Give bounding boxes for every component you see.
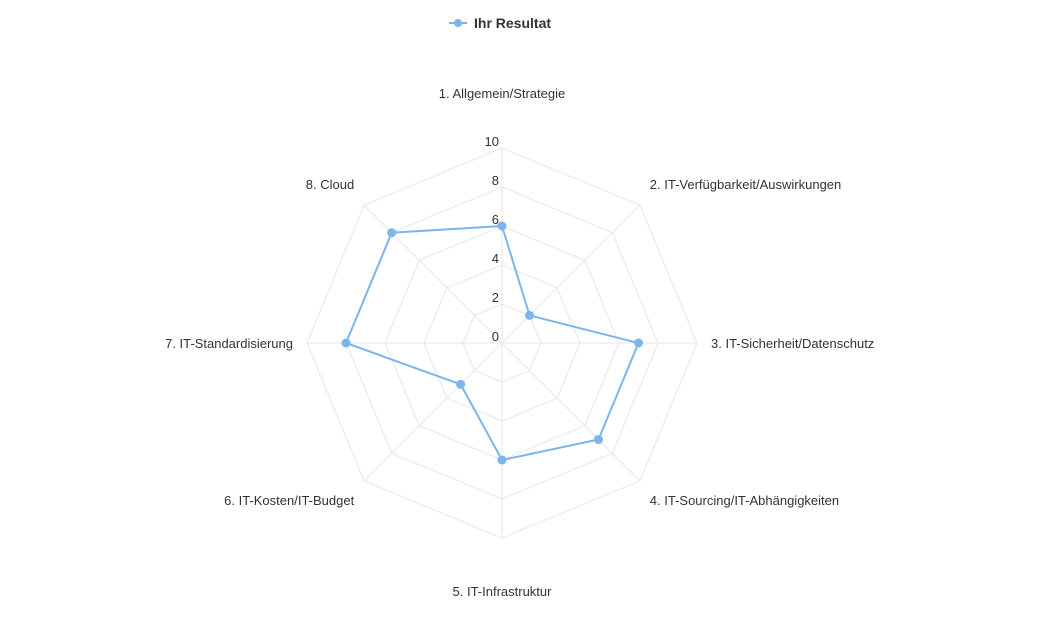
spoke-4 (501, 342, 641, 482)
radial-tick-label: 2 (492, 290, 499, 305)
category-label-7: 7. IT-Standardisierung (165, 336, 293, 351)
category-labels: 1. Allgemein/Strategie 2. IT-Verfügbarkei… (165, 86, 874, 599)
legend[interactable]: Ihr Resultat (449, 15, 551, 31)
spoke-2 (501, 204, 641, 344)
radial-tick-label: 0 (492, 329, 499, 344)
category-label-1: 1. Allgemein/Strategie (439, 86, 565, 101)
data-point-4[interactable] (594, 435, 604, 445)
spoke-6 (363, 342, 503, 482)
legend-point-marker (454, 19, 462, 27)
data-point-6[interactable] (456, 379, 466, 389)
radial-tick-label: 10 (485, 134, 499, 149)
category-label-8: 8. Cloud (306, 177, 354, 192)
category-label-3: 3. IT-Sicherheit/Datenschutz (711, 336, 874, 351)
data-point-8[interactable] (387, 228, 397, 238)
category-label-2: 2. IT-Verfügbarkeit/Auswirkungen (650, 177, 842, 192)
radar-spokes (307, 148, 697, 538)
data-point-7[interactable] (341, 338, 351, 348)
category-label-4: 4. IT-Sourcing/IT-Abhängigkeiten (650, 493, 839, 508)
series-ihr-resultat (341, 221, 643, 465)
radial-tick-label: 4 (492, 251, 499, 266)
data-point-3[interactable] (634, 338, 643, 348)
radial-tick-labels: 0 2 4 6 8 10 (485, 134, 499, 344)
data-point-2[interactable] (525, 310, 535, 320)
data-point-1[interactable] (497, 221, 507, 231)
data-point-5[interactable] (497, 455, 507, 465)
radial-tick-label: 8 (492, 173, 499, 188)
spoke-8 (363, 204, 503, 344)
legend-label: Ihr Resultat (474, 15, 551, 31)
category-label-6: 6. IT-Kosten/IT-Budget (224, 493, 354, 508)
category-label-5: 5. IT-Infrastruktur (453, 584, 553, 599)
radial-tick-label: 6 (492, 212, 499, 227)
